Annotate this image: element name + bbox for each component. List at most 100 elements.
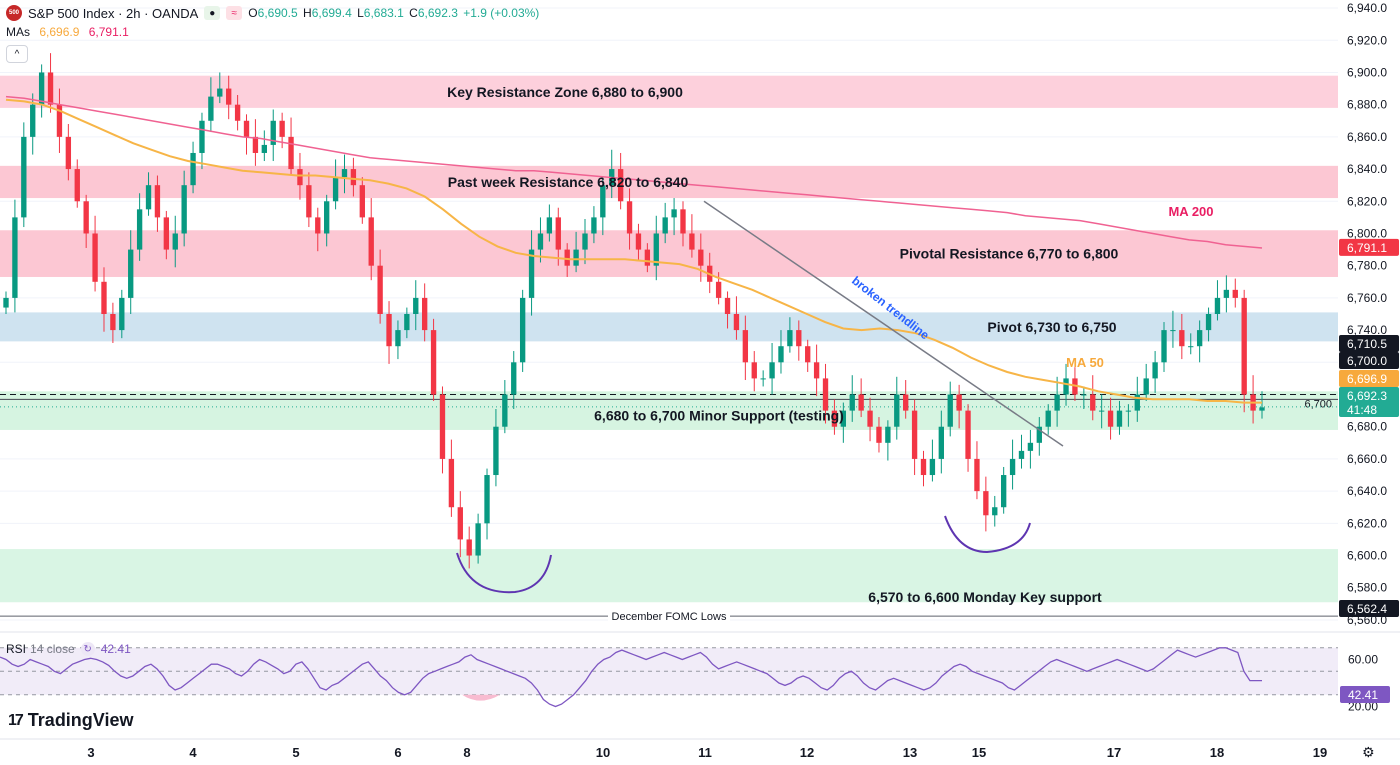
- candle-body[interactable]: [430, 330, 437, 395]
- candle-body[interactable]: [1259, 407, 1265, 411]
- candle-body[interactable]: [324, 201, 330, 234]
- candle-body[interactable]: [1196, 330, 1203, 347]
- candle-body[interactable]: [341, 169, 348, 178]
- candle-body[interactable]: [796, 330, 802, 347]
- price-label-box[interactable]: [1339, 600, 1399, 617]
- candle-body[interactable]: [911, 410, 918, 459]
- candle-body[interactable]: [733, 314, 740, 331]
- candle-body[interactable]: [306, 185, 312, 218]
- tradingview-logo[interactable]: 17 TradingView: [8, 710, 134, 731]
- candle-body[interactable]: [288, 136, 294, 170]
- candle-body[interactable]: [1179, 330, 1185, 347]
- candle-body[interactable]: [395, 330, 401, 347]
- candle-body[interactable]: [65, 136, 72, 170]
- candle-body[interactable]: [742, 330, 749, 363]
- symbol-header[interactable]: 500 S&P 500 Index · 2h · OANDA ● ≈ O6,69…: [6, 4, 541, 22]
- candle-body[interactable]: [38, 72, 45, 105]
- candle-body[interactable]: [555, 217, 561, 250]
- candle-body[interactable]: [1143, 378, 1149, 395]
- candle-body[interactable]: [181, 185, 187, 234]
- candle-body[interactable]: [493, 426, 499, 476]
- candle-body[interactable]: [457, 507, 463, 540]
- candle-body[interactable]: [154, 185, 161, 218]
- candle-body[interactable]: [199, 120, 205, 153]
- candle-body[interactable]: [208, 96, 214, 121]
- price-label-box[interactable]: [1339, 387, 1399, 417]
- candle-body[interactable]: [1063, 378, 1069, 395]
- candle-body[interactable]: [787, 330, 793, 347]
- candle-body[interactable]: [840, 410, 847, 427]
- price-label-box[interactable]: [1339, 370, 1399, 387]
- candle-body[interactable]: [56, 104, 63, 137]
- candle-body[interactable]: [1116, 410, 1123, 427]
- candle-body[interactable]: [1152, 362, 1158, 379]
- candle-body[interactable]: [163, 217, 170, 250]
- time-axis[interactable]: 3 4 5 6 8 10 11 12 13 15 17 18 19: [0, 738, 1400, 760]
- candle-body[interactable]: [475, 523, 481, 556]
- candle-body[interactable]: [653, 233, 659, 266]
- candle-body[interactable]: [172, 233, 178, 250]
- candle-body[interactable]: [626, 201, 633, 234]
- candle-body[interactable]: [30, 104, 36, 137]
- candle-body[interactable]: [1223, 289, 1230, 298]
- candle-body[interactable]: [226, 88, 232, 105]
- candle-body[interactable]: [1027, 442, 1034, 451]
- candle-body[interactable]: [332, 177, 339, 202]
- price-label-box[interactable]: [1339, 335, 1399, 352]
- candle-body[interactable]: [1170, 330, 1176, 332]
- gear-icon[interactable]: ⚙: [1362, 744, 1375, 760]
- candle-body[interactable]: [502, 394, 508, 427]
- candle-body[interactable]: [377, 265, 383, 314]
- candle-body[interactable]: [413, 297, 419, 314]
- candle-body[interactable]: [582, 233, 588, 250]
- candle-body[interactable]: [671, 209, 677, 218]
- candle-body[interactable]: [644, 249, 651, 266]
- candle-body[interactable]: [537, 233, 544, 250]
- candle-body[interactable]: [359, 185, 365, 218]
- candle-body[interactable]: [12, 217, 18, 298]
- candle-body[interactable]: [715, 281, 722, 298]
- candle-body[interactable]: [885, 426, 891, 443]
- rsi-value-box[interactable]: [1340, 686, 1390, 703]
- candle-body[interactable]: [439, 394, 446, 459]
- candle-body[interactable]: [903, 394, 909, 411]
- candle-body[interactable]: [261, 144, 267, 153]
- candle-body[interactable]: [528, 249, 535, 298]
- candle-body[interactable]: [938, 426, 944, 459]
- candle-body[interactable]: [1107, 410, 1114, 427]
- candle-body[interactable]: [519, 297, 526, 363]
- candle-body[interactable]: [252, 136, 259, 153]
- candle-body[interactable]: [546, 217, 553, 234]
- candle-body[interactable]: [3, 297, 9, 308]
- candle-body[interactable]: [511, 362, 517, 395]
- candle-body[interactable]: [74, 169, 80, 202]
- rsi-settings-icon[interactable]: ↻: [80, 642, 95, 656]
- candle-body[interactable]: [600, 185, 606, 218]
- candle-body[interactable]: [635, 233, 642, 250]
- candle-body[interactable]: [21, 136, 27, 218]
- price-label-box[interactable]: [1339, 238, 1399, 256]
- candle-body[interactable]: [1081, 394, 1087, 396]
- candle-body[interactable]: [1205, 314, 1212, 331]
- symbol-title[interactable]: S&P 500 Index · 2h · OANDA: [28, 5, 199, 21]
- candle-body[interactable]: [243, 120, 250, 137]
- candle-body[interactable]: [956, 394, 962, 411]
- candle-body[interactable]: [404, 314, 410, 331]
- candle-body[interactable]: [1054, 394, 1060, 411]
- candle-body[interactable]: [769, 362, 775, 379]
- candle-body[interactable]: [858, 394, 864, 411]
- candle-body[interactable]: [1161, 330, 1167, 363]
- candle-body[interactable]: [876, 426, 882, 443]
- ma-legend[interactable]: MAs 6,696.9 6,791.1: [6, 25, 129, 39]
- candle-body[interactable]: [270, 120, 276, 145]
- candle-body[interactable]: [867, 410, 873, 427]
- candle-body[interactable]: [279, 120, 285, 137]
- candle-body[interactable]: [1009, 458, 1016, 476]
- candle-body[interactable]: [1125, 410, 1132, 412]
- candle-body[interactable]: [831, 410, 838, 427]
- candle-body[interactable]: [974, 458, 980, 492]
- rsi-legend[interactable]: RSI 14 close ↻ 42.41: [6, 642, 131, 656]
- candle-body[interactable]: [350, 169, 357, 186]
